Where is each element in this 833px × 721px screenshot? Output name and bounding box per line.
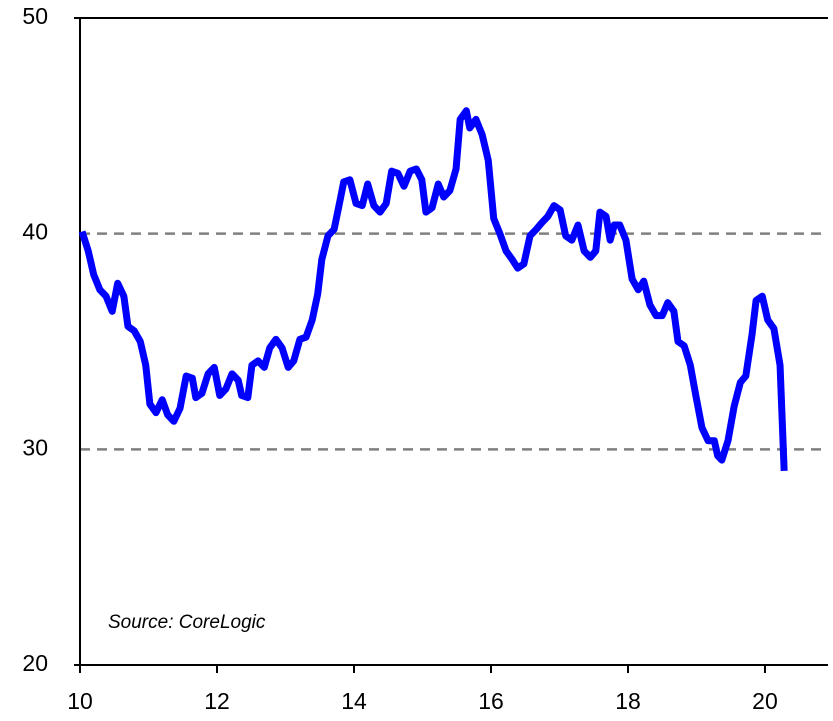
x-tick-label: 10 [67, 688, 93, 714]
y-tick-label: 50 [22, 3, 48, 29]
y-tick-label: 30 [22, 434, 48, 460]
data-line [78, 107, 788, 472]
x-tick-label: 16 [478, 688, 504, 714]
x-tick-label: 20 [752, 688, 778, 714]
source-note: Source: CoreLogic [108, 612, 266, 633]
x-tick-label: 14 [341, 688, 367, 714]
y-tick-label: 40 [22, 219, 48, 245]
x-tick-label: 18 [615, 688, 641, 714]
x-tick-label: 12 [204, 688, 230, 714]
y-tick-label: 20 [22, 650, 48, 676]
